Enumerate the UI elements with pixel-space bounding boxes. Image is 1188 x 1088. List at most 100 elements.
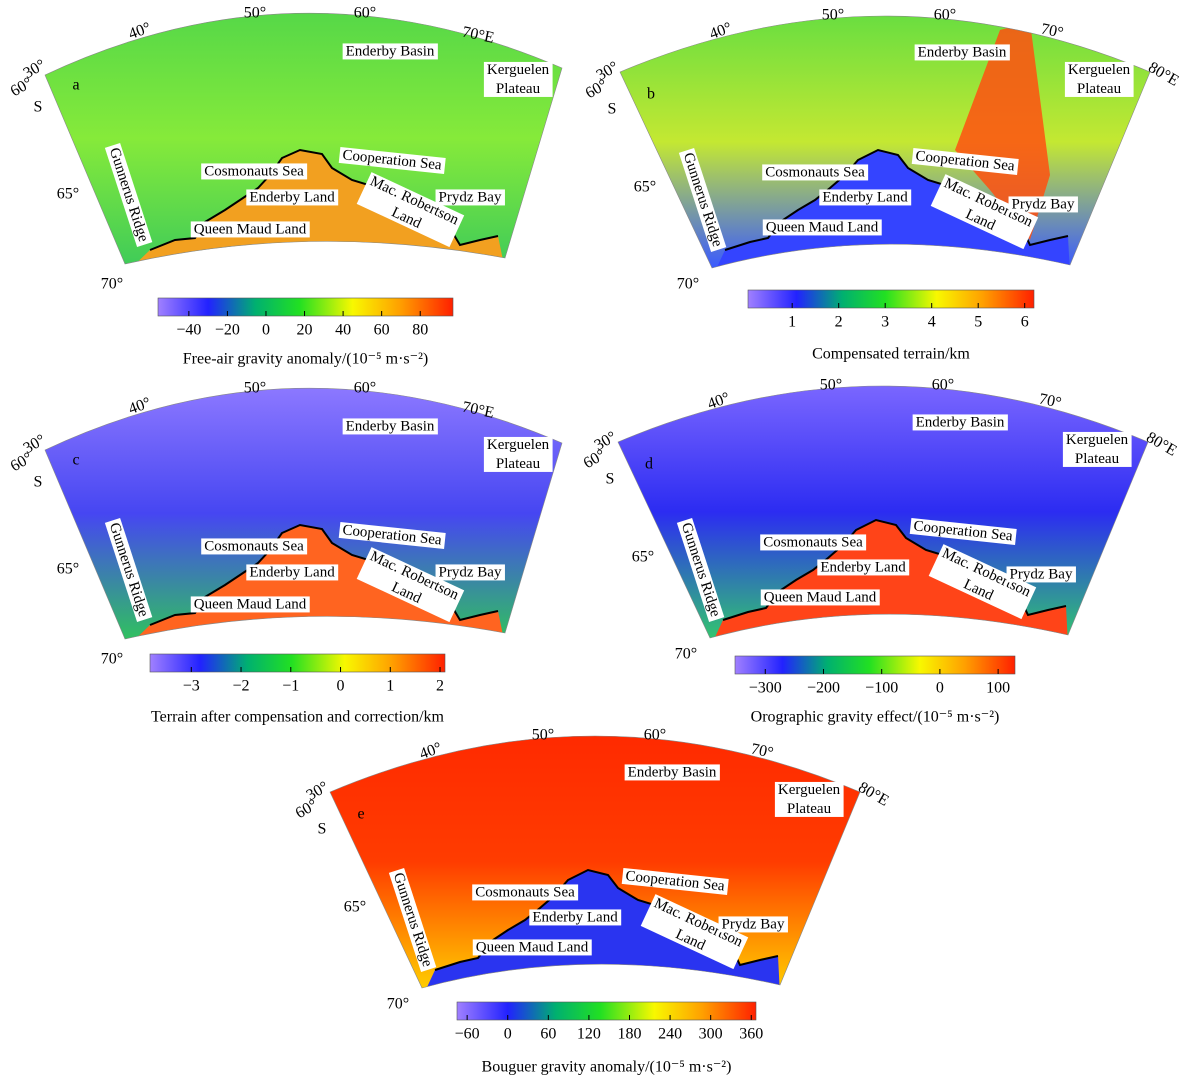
colorbar-tick-label: 0 xyxy=(936,680,944,697)
label-box xyxy=(201,538,308,555)
land-field xyxy=(125,525,505,640)
label-box xyxy=(356,172,465,248)
colorbar-tick-label: 60 xyxy=(540,1026,556,1043)
label-box xyxy=(640,894,749,970)
panel-letter: c xyxy=(72,452,79,469)
latitude-label: 70° xyxy=(101,651,123,668)
colorbar-tick-label: 5 xyxy=(974,314,982,331)
label-box xyxy=(914,44,1010,61)
place-label: Queen Maud Land xyxy=(476,939,589,955)
colorbar-tick-label: −20 xyxy=(215,322,240,339)
place-label: Enderby Land xyxy=(249,189,335,205)
panel-letter: a xyxy=(72,77,79,94)
place-label: Cosmonauts Sea xyxy=(763,534,863,550)
map-panel: d30°40°50° 60°70°80°E60°S65°70°Enderby Ba… xyxy=(581,377,1180,663)
label-box xyxy=(246,189,339,206)
longitude-label: 80°E xyxy=(855,779,891,810)
colorbar xyxy=(734,655,1016,675)
colorbar-tick-label: −200 xyxy=(807,680,840,697)
latitude-label: 70° xyxy=(387,996,409,1013)
label-box xyxy=(762,164,869,181)
label-box xyxy=(1008,196,1078,213)
colorbar-label: Free-air gravity anomaly/(10⁻⁵ m·s⁻²) xyxy=(183,351,428,368)
colorbar-tick-label: 0 xyxy=(337,678,345,695)
longitude-label: 70° xyxy=(749,741,774,762)
place-label: Prydz Bay xyxy=(439,564,502,580)
colorbar-label: Orographic gravity effect/(10⁻⁵ m·s⁻²) xyxy=(751,709,1000,726)
latitude-label: 65° xyxy=(57,561,79,578)
latitude-label: 65° xyxy=(344,899,366,916)
label-box xyxy=(388,867,437,973)
label-box xyxy=(1006,566,1076,583)
longitude-label: 80°E xyxy=(1143,429,1179,460)
label-box xyxy=(760,589,880,606)
panel-letter: d xyxy=(645,456,653,473)
place-label: Kerguelen xyxy=(778,782,841,798)
longitude-label: 40° xyxy=(126,19,153,43)
map-frame xyxy=(617,385,1149,639)
place-label: Prydz Bay xyxy=(722,916,785,932)
label-box xyxy=(928,544,1037,620)
label-box xyxy=(911,147,1019,175)
label-box xyxy=(909,517,1017,545)
land-field xyxy=(712,150,1070,268)
place-label: Kerguelen xyxy=(1066,432,1129,448)
panel-letter: e xyxy=(357,806,364,823)
place-label: Plateau xyxy=(496,81,541,97)
colorbar-tick-label: 100 xyxy=(986,680,1010,697)
label-box xyxy=(817,559,910,576)
map-panel: e30°40°50° 60°70°80°E60°S65°70°Enderby Ba… xyxy=(293,727,892,1013)
place-label: Queen Maud Land xyxy=(194,221,307,237)
label-box xyxy=(201,163,308,180)
longitude-label: 60° xyxy=(644,727,666,744)
latitude-label: 70° xyxy=(677,276,699,293)
colorbar-tick-label: 1 xyxy=(788,314,796,331)
colorbar xyxy=(157,297,454,317)
label-box xyxy=(760,534,867,551)
place-label: Enderby Basin xyxy=(628,764,717,780)
colorbar-tick-label: 0 xyxy=(262,322,270,339)
label-box xyxy=(930,174,1039,250)
label-box xyxy=(104,517,153,623)
latitude-label: S xyxy=(34,474,43,491)
label-box xyxy=(819,189,912,206)
place-label: Queen Maud Land xyxy=(764,589,877,605)
map-panel: c30°40°50° 60°70°E60°S65°70°Enderby Basin… xyxy=(8,380,563,668)
place-label: Prydz Bay xyxy=(439,189,502,205)
colorbar-tick-label: 80 xyxy=(412,322,428,339)
longitude-label: 40° xyxy=(705,389,732,413)
map-panel: b30°40°50° 60°70°80°E60°S65°70°Enderby Ba… xyxy=(583,7,1182,293)
place-label: Queen Maud Land xyxy=(194,596,307,612)
label-box xyxy=(472,939,592,956)
latitude-label: S xyxy=(34,99,43,116)
place-label: Kerguelen xyxy=(1068,62,1131,78)
colorbar-tick-label: 2 xyxy=(436,678,444,695)
place-label: Enderby Land xyxy=(820,559,906,575)
latitude-label: S xyxy=(606,471,615,488)
place-label: Cosmonauts Sea xyxy=(765,164,865,180)
colorbar-tick-label: 360 xyxy=(739,1026,763,1043)
colorbar-tick-label: −1 xyxy=(282,678,299,695)
label-box xyxy=(624,764,720,781)
place-label: Kerguelen xyxy=(487,62,550,78)
colorbar-tick-label: 120 xyxy=(577,1026,601,1043)
place-label: Prydz Bay xyxy=(1010,566,1073,582)
longitude-label: 60° xyxy=(354,380,376,397)
longitude-label: 70° xyxy=(1037,391,1062,412)
label-box xyxy=(342,43,438,60)
latitude-label: 65° xyxy=(632,549,654,566)
label-box xyxy=(472,884,579,901)
longitude-label: 60° xyxy=(932,377,954,394)
map-frame xyxy=(44,12,563,265)
label-box xyxy=(762,219,882,236)
longitude-label: 40° xyxy=(707,19,734,43)
colorbar-tick-label: 2 xyxy=(835,314,843,331)
colorbar-tick-label: −2 xyxy=(233,678,250,695)
longitude-label: 70°E xyxy=(461,24,496,47)
panel-letter: b xyxy=(647,86,655,103)
longitude-label: 50° xyxy=(820,377,842,394)
latitude-label: S xyxy=(318,821,327,838)
label-box xyxy=(676,517,725,623)
map-frame xyxy=(329,735,861,989)
